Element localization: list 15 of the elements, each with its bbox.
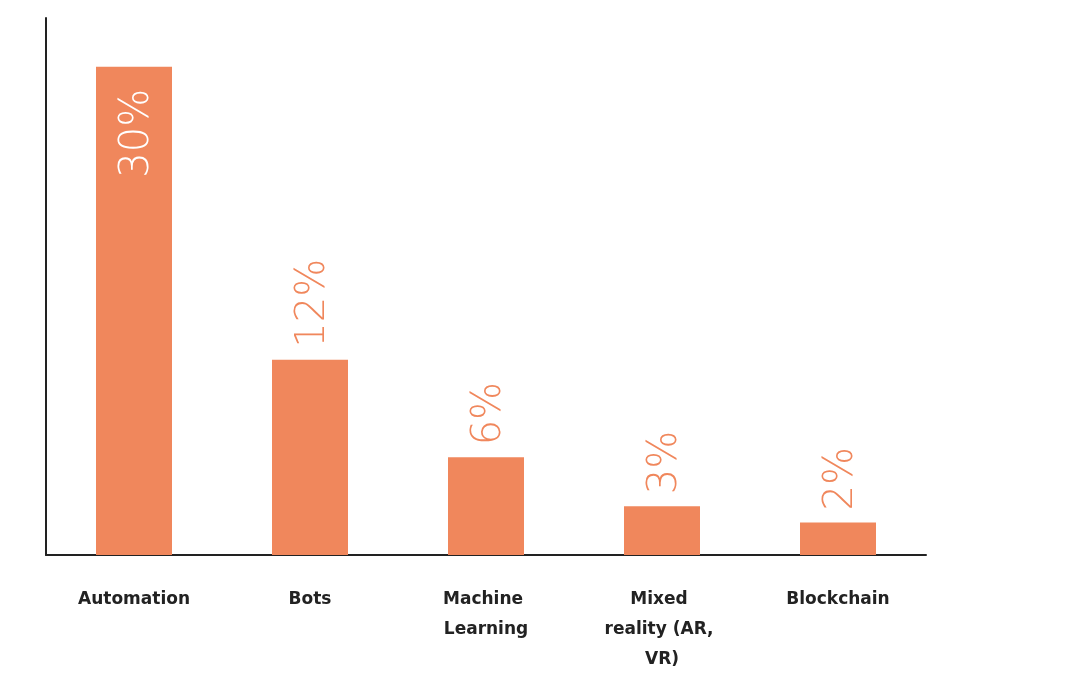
bar — [800, 522, 876, 555]
bar — [272, 359, 348, 555]
data-label: 3% — [639, 430, 685, 495]
data-label: 6% — [463, 381, 509, 446]
x-tick-label: Machine Learning — [443, 588, 529, 638]
x-tick-label: Automation — [78, 588, 190, 608]
bar — [96, 66, 172, 555]
data-label: 30% — [111, 88, 157, 178]
bar — [624, 506, 700, 555]
x-tick-label: Bots — [288, 588, 332, 608]
x-tick-label: Mixed reality (AR, VR) — [604, 588, 720, 668]
data-label: 12% — [287, 258, 333, 348]
data-label: 2% — [815, 446, 861, 511]
bar — [448, 457, 524, 555]
x-tick-label: Blockchain — [786, 588, 890, 608]
